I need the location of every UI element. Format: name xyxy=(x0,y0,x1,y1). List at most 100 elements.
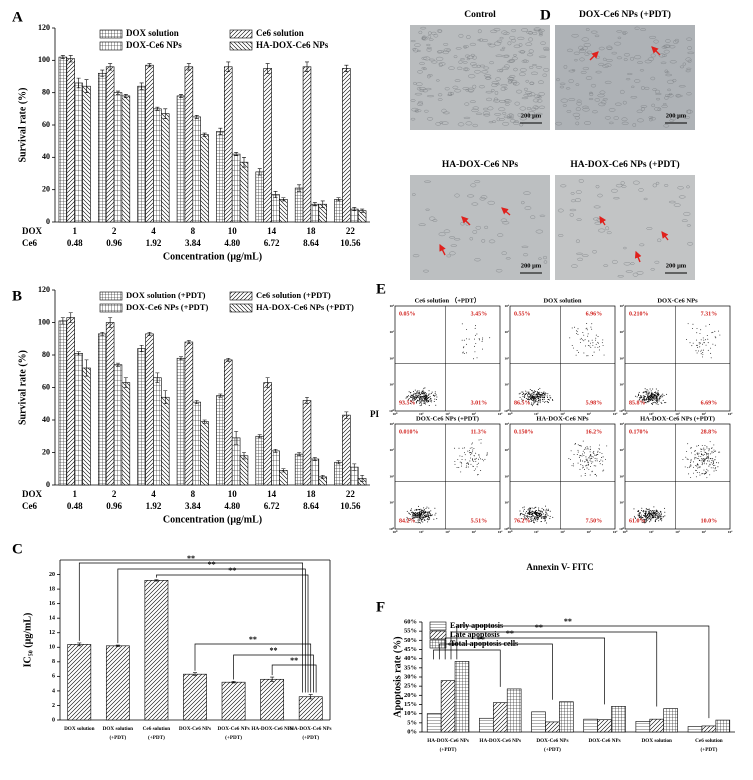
panel-letter: D xyxy=(540,7,551,23)
event xyxy=(587,461,589,463)
event xyxy=(419,394,421,396)
bar xyxy=(176,95,186,223)
event xyxy=(519,396,521,398)
error-bar xyxy=(100,69,105,77)
x-tick-label: 4 xyxy=(151,226,156,236)
cell xyxy=(669,45,676,49)
error-bar xyxy=(116,362,120,367)
cell xyxy=(585,76,593,80)
legend-label: HA-DOX-Ce6 NPs xyxy=(256,40,329,50)
event xyxy=(656,399,658,401)
event xyxy=(594,474,596,475)
event xyxy=(644,510,646,512)
event xyxy=(648,510,650,512)
cell xyxy=(616,56,623,60)
event xyxy=(717,466,719,468)
event xyxy=(719,334,721,336)
event xyxy=(547,401,549,403)
event xyxy=(537,396,539,398)
cell xyxy=(686,37,693,41)
error-bar xyxy=(68,312,73,323)
event xyxy=(527,509,529,511)
event xyxy=(475,452,477,454)
image-title: Control xyxy=(464,10,496,20)
event xyxy=(521,398,523,400)
event xyxy=(585,328,587,330)
event xyxy=(544,515,546,517)
cell xyxy=(476,64,481,68)
event xyxy=(700,350,702,352)
event xyxy=(649,509,651,511)
event xyxy=(406,519,408,521)
cell xyxy=(480,195,488,200)
event xyxy=(473,358,475,360)
cell xyxy=(681,219,688,223)
event xyxy=(522,391,524,393)
event xyxy=(540,393,542,395)
event xyxy=(660,514,662,516)
event xyxy=(418,519,420,521)
event xyxy=(420,516,422,518)
axis-tick: 10⁴ xyxy=(613,412,619,416)
cell xyxy=(417,100,423,105)
event xyxy=(433,401,435,403)
event xyxy=(645,391,647,393)
event xyxy=(639,517,641,519)
x-tick-label: 4.80 xyxy=(224,501,240,511)
bar xyxy=(224,359,233,486)
event xyxy=(478,439,480,441)
event xyxy=(587,333,589,335)
plot-title: DOX solution xyxy=(543,297,581,304)
event xyxy=(531,518,533,520)
event xyxy=(476,333,478,335)
event xyxy=(638,399,640,401)
event xyxy=(531,393,533,395)
scale-label: 200 μm xyxy=(666,112,687,119)
cell xyxy=(674,38,680,43)
cell xyxy=(483,74,492,77)
event xyxy=(651,395,653,397)
event xyxy=(708,448,710,450)
event xyxy=(714,459,716,461)
event xyxy=(597,451,599,453)
bar xyxy=(279,199,288,223)
event xyxy=(569,458,571,460)
axis-tick: 10⁰ xyxy=(504,526,510,531)
cell xyxy=(494,83,501,86)
event xyxy=(425,398,427,400)
event xyxy=(644,520,646,522)
cell xyxy=(543,68,550,72)
error-bar xyxy=(155,372,160,383)
significance-bracket xyxy=(433,649,501,687)
event xyxy=(698,466,700,468)
event xyxy=(423,402,425,404)
cell xyxy=(623,58,628,62)
event xyxy=(520,518,522,520)
arrow xyxy=(461,216,471,226)
event xyxy=(590,347,592,348)
legend-label: HA-DOX-Ce6 NPs (+PDT) xyxy=(256,302,354,312)
event xyxy=(527,518,529,520)
event xyxy=(476,357,478,359)
quadrant-percent: 85.8% xyxy=(629,400,646,406)
event xyxy=(533,511,535,513)
event xyxy=(582,450,584,452)
error-bar xyxy=(360,474,365,483)
cell xyxy=(421,36,428,41)
cell xyxy=(604,63,612,68)
event xyxy=(466,462,468,464)
cell xyxy=(623,261,631,266)
arrow xyxy=(589,51,599,61)
cell xyxy=(484,225,489,230)
event xyxy=(687,443,689,445)
significance-label: ** xyxy=(228,566,236,575)
event xyxy=(413,512,415,514)
event xyxy=(526,518,528,520)
x-axis-label: Concentration (μg/mL) xyxy=(163,514,262,525)
event xyxy=(651,393,653,395)
event xyxy=(659,514,661,516)
cell xyxy=(650,117,656,121)
error-bar xyxy=(297,184,302,192)
event xyxy=(489,337,491,339)
cell xyxy=(636,109,643,114)
